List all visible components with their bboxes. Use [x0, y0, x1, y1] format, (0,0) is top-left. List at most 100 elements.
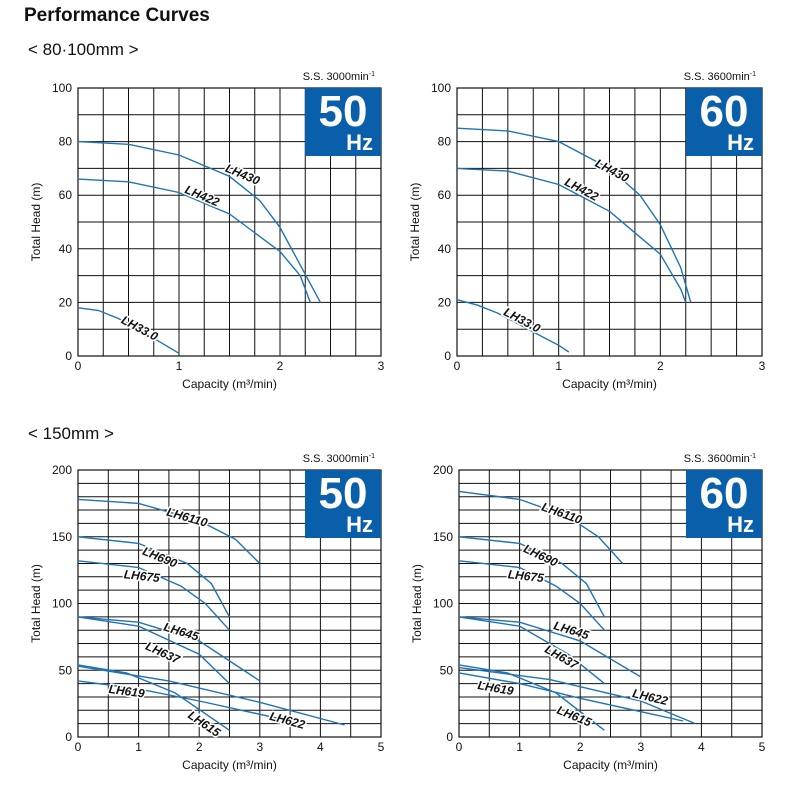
y-tick-label: 40 [438, 242, 452, 256]
curve-label-lh622: LH622 [268, 709, 307, 732]
curve-lh690 [77, 536, 231, 618]
y-tick-label: 200 [52, 463, 72, 477]
curve-lh675 [458, 560, 605, 631]
curve-label-lh422: LH422 [183, 182, 222, 209]
speed-text: S.S. 3000min [303, 453, 369, 465]
frequency-badge-number: 60 [700, 469, 749, 518]
frequency-badge [686, 470, 762, 538]
frequency-badge [305, 88, 381, 156]
y-tick-label: 20 [438, 295, 452, 309]
x-tick-label: 3 [759, 359, 766, 373]
x-tick-label: 2 [657, 359, 664, 373]
y-tick-label: 0 [446, 730, 453, 744]
page-title: Performance Curves [24, 5, 210, 26]
x-tick-label: 0 [75, 740, 82, 754]
y-tick-label: 200 [433, 463, 453, 477]
curve-label-lh637: LH637 [542, 642, 581, 673]
curve-label-lh675: LH675 [507, 567, 545, 585]
y-tick-label: 50 [59, 663, 73, 677]
speed-text: S.S. 3600min [684, 71, 750, 83]
x-tick-label: 1 [555, 359, 562, 373]
curve-label-lh675: LH675 [123, 567, 161, 585]
chart-1: 0 1 2 3 0 20 40 60 80 100 Capacity (m³/min) Total H… [29, 71, 385, 391]
curve-lh6110 [77, 498, 261, 564]
x-tick-label: 3 [378, 359, 385, 373]
speed-superscript: -1 [750, 71, 756, 78]
curve-lh675 [77, 560, 231, 631]
frequency-badge [305, 470, 381, 538]
curve-lh645 [77, 616, 261, 682]
frequency-badge [686, 88, 762, 156]
plot-frame [458, 469, 763, 738]
curve-lh619 [77, 680, 303, 725]
speed-label: S.S. 3000min-1 [303, 453, 375, 465]
chart-2: 0 1 2 3 0 20 40 60 80 100 Capacity (m³/min) Total H… [408, 71, 766, 391]
x-tick-label: 4 [317, 740, 324, 754]
y-tick-label: 150 [433, 530, 453, 544]
y-tick-label: 80 [438, 135, 452, 149]
x-tick-label: 0 [454, 359, 461, 373]
x-tick-label: 0 [75, 359, 82, 373]
plot-frame [77, 87, 382, 357]
x-tick-label: 1 [135, 740, 142, 754]
curve-lh622 [458, 666, 696, 725]
curve-lh615 [77, 664, 230, 731]
curve-lh422 [456, 167, 687, 303]
x-axis-label: Capacity (m³/min) [563, 758, 658, 772]
frequency-badge-number: 50 [319, 469, 368, 518]
y-axis-label: Total Head (m) [408, 183, 422, 262]
curve-lh637 [458, 616, 605, 685]
x-axis-label: Capacity (m³/min) [182, 758, 277, 772]
y-tick-label: 100 [52, 81, 72, 95]
x-axis-label: Capacity (m³/min) [182, 377, 277, 391]
x-axis-label: Capacity (m³/min) [562, 377, 657, 391]
y-tick-label: 50 [440, 663, 454, 677]
curve-lh645 [458, 616, 642, 678]
frequency-badge-number: 50 [319, 87, 368, 136]
speed-label: S.S. 3600min-1 [684, 453, 756, 465]
curve-lh615 [458, 664, 605, 731]
y-tick-label: 100 [52, 597, 72, 611]
curve-label-lh619: LH619 [108, 682, 146, 701]
y-axis-label: Total Head (m) [29, 564, 43, 643]
frequency-badge-unit: Hz [346, 130, 373, 155]
curve-lh430 [77, 140, 322, 303]
x-tick-label: 2 [577, 740, 584, 754]
y-axis-label: Total Head (m) [410, 564, 424, 643]
speed-superscript: -1 [369, 71, 375, 78]
curve-label-lh430: LH430 [593, 156, 632, 185]
x-tick-label: 1 [176, 359, 183, 373]
frequency-badge-unit: Hz [727, 512, 754, 537]
y-tick-label: 150 [52, 530, 72, 544]
curve-lh622 [77, 665, 345, 726]
curve-lh637 [77, 616, 230, 685]
x-tick-label: 5 [759, 740, 766, 754]
curve-lh422 [77, 178, 311, 303]
curve-lh33-0 [456, 299, 570, 353]
speed-label: S.S. 3000min-1 [303, 71, 375, 83]
speed-superscript: -1 [369, 453, 375, 460]
plot-frame [456, 87, 763, 357]
speed-text: S.S. 3000min [303, 71, 369, 83]
curve-lh6110 [458, 490, 624, 564]
curve-label-lh6110: LH6110 [165, 505, 209, 530]
speed-label: S.S. 3600min-1 [684, 71, 756, 83]
y-tick-label: 60 [438, 188, 452, 202]
y-tick-label: 100 [431, 81, 451, 95]
x-tick-label: 5 [378, 740, 385, 754]
section-label-150mm: < 150mm > [28, 424, 114, 443]
y-tick-label: 40 [59, 242, 73, 256]
plot-frame [77, 469, 382, 738]
section-label-80-100mm: < 80·100mm > [28, 40, 139, 59]
x-tick-label: 3 [637, 740, 644, 754]
speed-superscript: -1 [750, 453, 756, 460]
y-axis-label: Total Head (m) [29, 183, 43, 262]
curve-lh33-0 [77, 307, 180, 354]
y-tick-label: 0 [65, 730, 72, 744]
y-tick-label: 0 [444, 349, 451, 363]
curve-label-lh33-0: LH33.0 [119, 313, 161, 344]
x-tick-label: 4 [698, 740, 705, 754]
